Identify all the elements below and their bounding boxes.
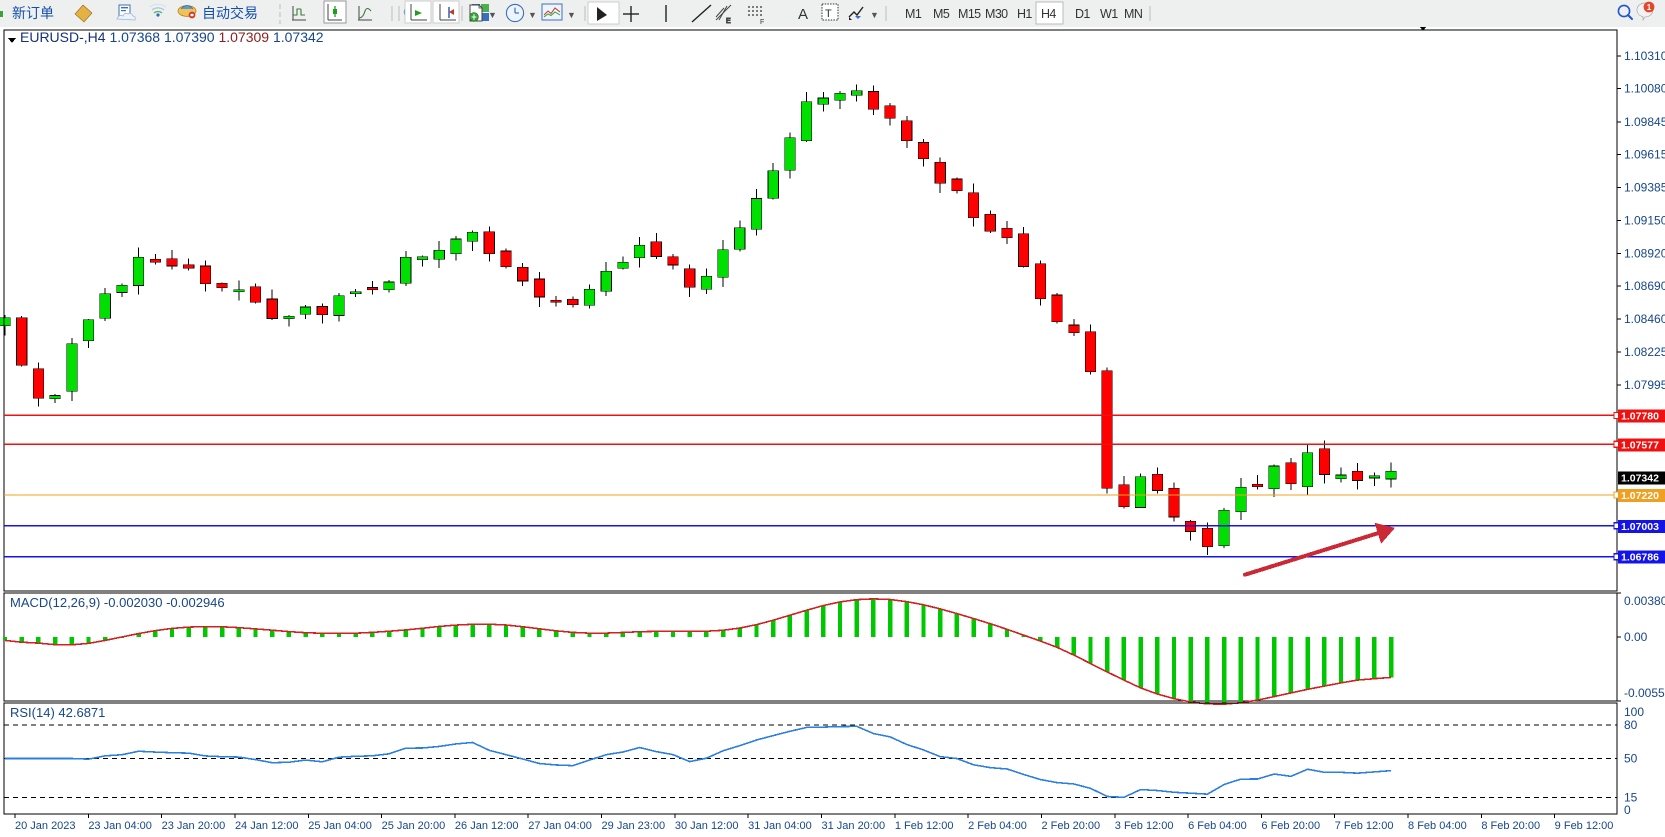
svg-text:2 Feb 20:00: 2 Feb 20:00 xyxy=(1041,820,1100,832)
svg-text:新订单: 新订单 xyxy=(12,5,54,21)
svg-text:30 Jan 12:00: 30 Jan 12:00 xyxy=(675,820,739,832)
svg-text:6 Feb 04:00: 6 Feb 04:00 xyxy=(1188,820,1247,832)
svg-text:1.07003: 1.07003 xyxy=(1621,521,1659,533)
svg-text:9 Feb 12:00: 9 Feb 12:00 xyxy=(1555,820,1614,832)
svg-text:20 Jan 2023: 20 Jan 2023 xyxy=(15,820,76,832)
svg-text:MN: MN xyxy=(1124,7,1143,21)
svg-text:31 Jan 20:00: 31 Jan 20:00 xyxy=(821,820,885,832)
svg-text:▼: ▼ xyxy=(870,10,879,20)
svg-text:23 Jan 04:00: 23 Jan 04:00 xyxy=(88,820,152,832)
svg-text:1.07995: 1.07995 xyxy=(1624,378,1665,392)
svg-text:M5: M5 xyxy=(933,7,950,21)
svg-text:50: 50 xyxy=(1624,752,1638,766)
svg-text:1.07577: 1.07577 xyxy=(1621,439,1659,451)
svg-text:H4: H4 xyxy=(1041,7,1056,21)
svg-text:80: 80 xyxy=(1624,718,1638,732)
svg-text:1.06786: 1.06786 xyxy=(1621,552,1659,564)
svg-text:1.08920: 1.08920 xyxy=(1624,246,1665,260)
svg-text:1 Feb 12:00: 1 Feb 12:00 xyxy=(895,820,954,832)
svg-text:EURUSD-,H4 1.07368 1.07390 1.: EURUSD-,H4 1.07368 1.07390 1.07309 1.073… xyxy=(20,29,324,45)
svg-text:E: E xyxy=(726,18,731,25)
svg-text:25 Jan 04:00: 25 Jan 04:00 xyxy=(308,820,372,832)
svg-text:6 Feb 20:00: 6 Feb 20:00 xyxy=(1261,820,1320,832)
svg-text:7 Feb 12:00: 7 Feb 12:00 xyxy=(1335,820,1394,832)
svg-text:31 Jan 04:00: 31 Jan 04:00 xyxy=(748,820,812,832)
svg-text:M30: M30 xyxy=(985,7,1008,21)
svg-text:▼: ▼ xyxy=(488,10,497,20)
svg-text:T: T xyxy=(825,8,832,20)
svg-text:0.00: 0.00 xyxy=(1624,630,1648,644)
svg-text:1.07220: 1.07220 xyxy=(1621,490,1659,502)
svg-text:8 Feb 20:00: 8 Feb 20:00 xyxy=(1481,820,1540,832)
svg-text:0.003805: 0.003805 xyxy=(1624,594,1665,608)
svg-text:1.09845: 1.09845 xyxy=(1624,115,1665,129)
svg-text:MACD(12,26,9) -0.002030 -0.002: MACD(12,26,9) -0.002030 -0.002946 xyxy=(10,595,225,610)
svg-text:3 Feb 12:00: 3 Feb 12:00 xyxy=(1115,820,1174,832)
svg-text:23 Jan 20:00: 23 Jan 20:00 xyxy=(162,820,226,832)
svg-text:1: 1 xyxy=(1647,3,1652,12)
svg-text:27 Jan 04:00: 27 Jan 04:00 xyxy=(528,820,592,832)
svg-text:1.09150: 1.09150 xyxy=(1624,214,1665,228)
svg-text:26 Jan 12:00: 26 Jan 12:00 xyxy=(455,820,519,832)
svg-text:▼: ▼ xyxy=(528,10,537,20)
svg-text:▼: ▼ xyxy=(567,10,576,20)
svg-text:100: 100 xyxy=(1624,705,1644,719)
svg-text:25 Jan 20:00: 25 Jan 20:00 xyxy=(382,820,446,832)
svg-text:1.09615: 1.09615 xyxy=(1624,148,1665,162)
svg-text:29 Jan 23:00: 29 Jan 23:00 xyxy=(602,820,666,832)
svg-text:8 Feb 04:00: 8 Feb 04:00 xyxy=(1408,820,1467,832)
svg-text:F: F xyxy=(760,19,764,26)
svg-text:W1: W1 xyxy=(1100,7,1118,21)
svg-text:RSI(14) 42.6871: RSI(14) 42.6871 xyxy=(10,705,105,720)
svg-text:1.10080: 1.10080 xyxy=(1624,82,1665,96)
svg-text:自动交易: 自动交易 xyxy=(202,5,258,21)
svg-text:2 Feb 04:00: 2 Feb 04:00 xyxy=(968,820,1027,832)
svg-text:1.09385: 1.09385 xyxy=(1624,180,1665,194)
svg-text:D1: D1 xyxy=(1075,7,1090,21)
svg-text:A: A xyxy=(798,6,808,23)
svg-text:-0.005569: -0.005569 xyxy=(1624,686,1665,700)
svg-text:1.07342: 1.07342 xyxy=(1621,473,1659,485)
svg-text:1.08460: 1.08460 xyxy=(1624,312,1665,326)
svg-text:1.07780: 1.07780 xyxy=(1621,410,1659,422)
svg-text:1.10310: 1.10310 xyxy=(1624,49,1665,63)
svg-text:1.08690: 1.08690 xyxy=(1624,279,1665,293)
svg-text:0: 0 xyxy=(1624,803,1631,817)
svg-text:24 Jan 12:00: 24 Jan 12:00 xyxy=(235,820,299,832)
svg-text:M1: M1 xyxy=(905,7,922,21)
svg-text:H1: H1 xyxy=(1017,7,1032,21)
svg-text:M15: M15 xyxy=(958,7,981,21)
svg-text:1.08225: 1.08225 xyxy=(1624,345,1665,359)
